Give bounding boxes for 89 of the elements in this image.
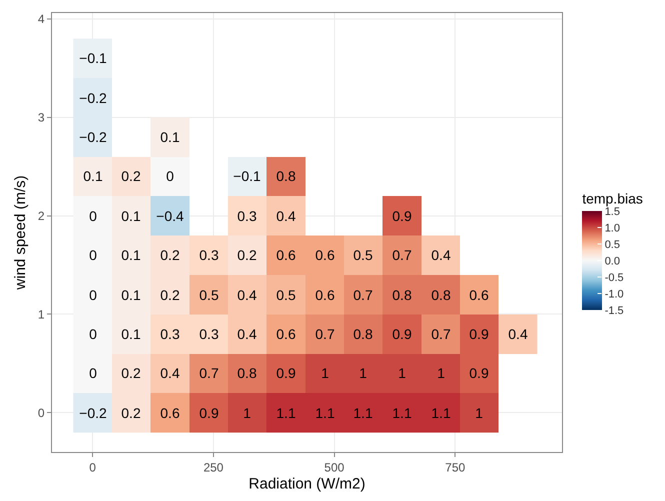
x-tick-label: 750 <box>445 460 466 474</box>
data-label: 0.7 <box>199 364 219 381</box>
data-label: −0.4 <box>156 208 184 224</box>
data-label: 0.6 <box>160 404 180 421</box>
data-label: 0.3 <box>237 208 257 224</box>
y-axis-title: wind speed (m/s) <box>12 175 30 291</box>
x-tick-label: 0 <box>89 460 96 474</box>
data-label: −0.2 <box>79 128 108 145</box>
data-label: 0.7 <box>315 326 335 342</box>
data-label: 0 <box>89 208 98 224</box>
data-label: −0.1 <box>233 168 262 184</box>
data-label: 0.9 <box>276 364 296 381</box>
data-label: 0 <box>89 246 98 263</box>
data-label: 1.1 <box>353 404 373 421</box>
data-label: 0.4 <box>237 286 257 303</box>
data-label: 0.2 <box>121 168 141 184</box>
data-label: 0.5 <box>199 286 219 303</box>
data-label: 1 <box>359 364 368 381</box>
x-tick-label: 500 <box>324 460 345 474</box>
data-label: 0.1 <box>160 128 180 145</box>
data-label: 0.4 <box>237 326 257 342</box>
data-label: 0.9 <box>199 404 219 421</box>
data-label: 0.8 <box>276 168 296 184</box>
y-tick-label: 2 <box>38 208 45 223</box>
data-label: 1 <box>243 404 252 421</box>
color-bar-title: temp.bias <box>582 190 643 207</box>
data-label: 0.3 <box>160 326 180 342</box>
data-label: 0.9 <box>392 326 412 342</box>
data-label: 0.4 <box>276 208 296 224</box>
data-label: 1.1 <box>392 404 412 421</box>
data-label: 0.3 <box>199 326 219 342</box>
color-bar-label: -0.5 <box>604 272 624 284</box>
data-label: 0.5 <box>353 246 373 263</box>
data-label: 0.2 <box>160 286 180 303</box>
data-label: 1 <box>321 364 330 381</box>
data-label: 0.6 <box>276 326 296 342</box>
data-label: 0.9 <box>392 208 412 224</box>
data-label: 0.8 <box>353 326 373 342</box>
data-label: 0.1 <box>83 168 103 184</box>
data-label: 0.8 <box>431 286 451 303</box>
data-label: 0.7 <box>353 286 373 303</box>
data-label: 0.7 <box>392 246 412 263</box>
data-label: 0.2 <box>121 404 141 421</box>
data-label: 0.1 <box>121 286 141 303</box>
data-label: 1 <box>398 364 406 381</box>
y-tick-label: 3 <box>38 110 45 125</box>
data-label: 0.1 <box>121 208 141 224</box>
data-label: 0.7 <box>431 326 451 342</box>
data-label: 0.2 <box>121 364 141 381</box>
data-label: 0.1 <box>121 326 141 342</box>
data-label: 0.6 <box>315 246 335 263</box>
data-label: 0 <box>89 286 98 303</box>
data-label: 0.2 <box>237 246 257 263</box>
y-tick-label: 4 <box>38 12 45 26</box>
data-label: −0.2 <box>79 90 108 106</box>
data-label: 0 <box>89 326 98 342</box>
data-label: 0.6 <box>315 286 335 303</box>
data-label: 1.1 <box>276 404 296 421</box>
data-label: 0.2 <box>160 246 180 263</box>
color-bar-label: 0.0 <box>604 255 620 268</box>
data-label: 1 <box>475 404 484 421</box>
data-label: 0 <box>166 168 174 184</box>
color-bar-label: -1.0 <box>604 288 624 300</box>
data-label: 0.8 <box>237 364 257 381</box>
data-label: 0.6 <box>469 286 489 303</box>
y-tick-label: 1 <box>38 307 45 322</box>
data-label: 0.4 <box>160 364 180 381</box>
y-tick-label: 0 <box>38 406 45 420</box>
data-label: 0 <box>89 364 98 381</box>
data-label: 0.9 <box>469 364 489 381</box>
color-bar-label: 1.0 <box>604 222 620 234</box>
x-tick-label: 250 <box>203 460 224 474</box>
data-label: 1.1 <box>315 404 335 421</box>
data-label: 1.1 <box>431 404 451 421</box>
data-label: 0.1 <box>121 246 141 263</box>
data-label: 0.4 <box>508 326 528 342</box>
color-bar-label: 0.5 <box>604 238 620 251</box>
data-label: 0.9 <box>469 326 489 342</box>
data-label: −0.2 <box>79 404 108 421</box>
data-label: 1 <box>437 364 446 381</box>
data-label: 0.8 <box>392 286 412 303</box>
data-label: 0.6 <box>276 246 296 263</box>
data-label: 0.3 <box>199 246 219 263</box>
data-label: 0.4 <box>431 246 451 263</box>
data-label: 0.5 <box>276 286 296 303</box>
color-bar-label: 1.5 <box>604 206 620 218</box>
data-label: −0.1 <box>79 50 108 66</box>
x-axis-title: Radiation (W/m2) <box>248 475 366 492</box>
color-bar-label: -1.5 <box>604 304 624 317</box>
